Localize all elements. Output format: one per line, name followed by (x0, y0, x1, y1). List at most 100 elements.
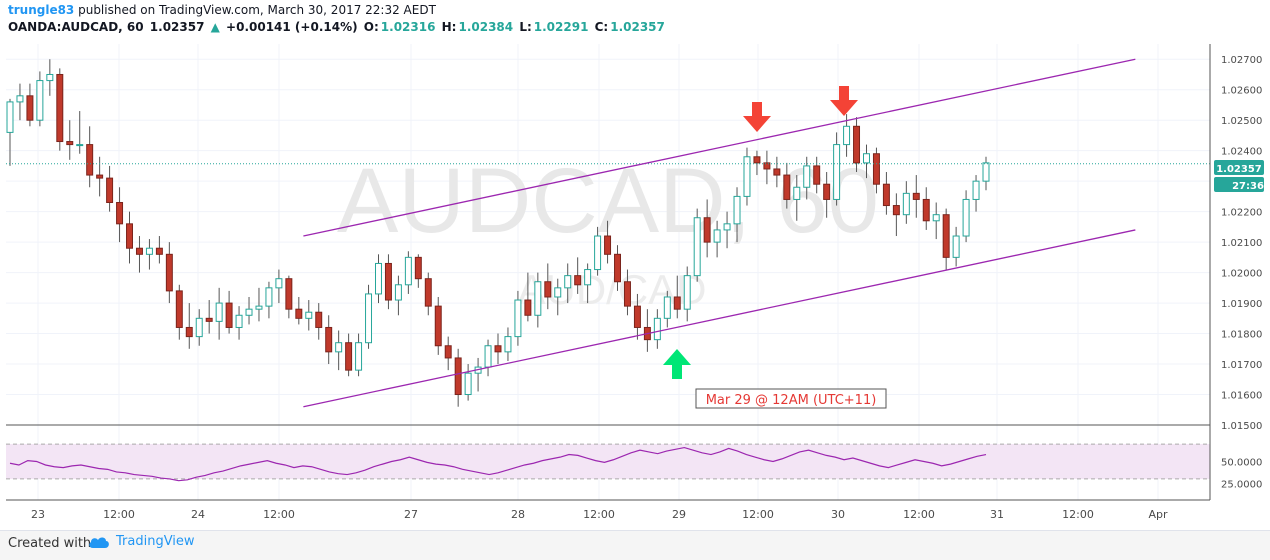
candle (623, 269, 631, 316)
candle (414, 254, 422, 288)
candle (574, 257, 582, 294)
x-tick-label: 28 (511, 508, 525, 521)
candle-down-body (753, 156, 761, 164)
candle (175, 284, 183, 340)
candle (972, 175, 980, 212)
candle (295, 296, 303, 325)
candle-up-body (404, 256, 412, 286)
candle-down-body (633, 305, 641, 328)
candle (434, 296, 442, 355)
candle (384, 254, 392, 310)
candle (912, 175, 920, 218)
candle-up-body (554, 287, 562, 298)
candle (56, 68, 64, 151)
candle-up-body (16, 95, 24, 103)
candle (803, 156, 811, 200)
candle-up-body (46, 73, 54, 82)
candle-up-body (484, 345, 492, 368)
candle-down-body (106, 177, 114, 203)
candle-up-body (723, 223, 731, 231)
candle (633, 293, 641, 340)
low-label: L: (519, 20, 532, 34)
candle (404, 251, 412, 294)
candle (733, 187, 741, 243)
date-annotation[interactable]: Mar 29 @ 12AM (UTC+11) (695, 388, 887, 409)
date-annotation-text: Mar 29 @ 12AM (UTC+11) (706, 393, 877, 408)
y-tick-label: 1.01900 (1221, 299, 1262, 310)
last-price: 1.02357 (149, 20, 205, 34)
bar-countdown-badge: 27:36 (1214, 177, 1264, 192)
candle (394, 275, 402, 316)
y-tick-label: 1.01500 (1221, 421, 1262, 432)
price-channel[interactable] (303, 58, 1136, 408)
candle-up-body (803, 165, 811, 188)
candle (106, 165, 114, 212)
candle-down-body (96, 174, 104, 179)
candle (773, 156, 781, 188)
candle-up-body (365, 293, 373, 344)
candle (673, 275, 681, 319)
candle-down-body (175, 290, 183, 328)
rsi-series (9, 446, 987, 482)
green-up-arrow-icon (663, 349, 691, 379)
candle-down-body (773, 168, 781, 176)
candle-up-body (534, 281, 542, 316)
candle-up-body (36, 80, 44, 121)
candle (753, 150, 761, 176)
y-tick-label: 1.02000 (1221, 269, 1262, 280)
candle (225, 290, 233, 334)
candle-down-body (414, 256, 422, 280)
candle (952, 226, 960, 267)
candle-up-body (683, 275, 691, 310)
candle-up-body (793, 186, 801, 200)
candle-down-body (285, 278, 293, 310)
candle-up-body (743, 156, 751, 197)
candle-down-body (135, 247, 143, 255)
candle-down-body (295, 308, 303, 319)
candle (235, 306, 243, 340)
tradingview-link[interactable]: TradingView (88, 534, 195, 549)
candle (942, 208, 950, 270)
last-price-badge-text: 1.02357 (1216, 164, 1262, 175)
candle (564, 263, 572, 304)
candle (793, 175, 801, 221)
candle-down-body (574, 275, 582, 286)
candle-up-body (982, 162, 990, 182)
candle (763, 150, 771, 185)
candle (46, 59, 54, 96)
candle-down-body (912, 192, 920, 200)
candle (345, 333, 353, 377)
candle (375, 254, 382, 304)
candle (554, 278, 562, 316)
author-link[interactable]: trungle83 (8, 3, 75, 17)
candle (594, 226, 602, 276)
candle-down-body (454, 357, 462, 396)
candle-up-body (713, 229, 721, 243)
candle-down-body (604, 235, 612, 255)
candle-up-body (584, 269, 592, 286)
channel-upper-line (303, 58, 1136, 237)
candle (96, 156, 104, 197)
x-tick-label: 12:00 (903, 508, 935, 521)
candle (76, 111, 84, 154)
candle (663, 290, 671, 328)
candle-down-body (185, 326, 193, 338)
candle (783, 162, 791, 209)
x-tick-label: 30 (831, 508, 845, 521)
candle-down-body (225, 302, 233, 328)
x-tick-label: 12:00 (742, 508, 774, 521)
candle (36, 71, 44, 127)
candle (902, 181, 910, 224)
candle-up-body (843, 125, 851, 146)
candle-up-body (464, 372, 472, 396)
symbol-label[interactable]: OANDA:AUDCAD, 60 (8, 20, 144, 34)
candle-up-body (195, 317, 203, 338)
candle-down-body (942, 214, 950, 258)
x-tick-label: 24 (191, 508, 205, 521)
y-tick-label: 1.02200 (1221, 208, 1262, 219)
candle-down-body (544, 281, 552, 298)
candle-down-body (813, 165, 821, 185)
candle (932, 202, 940, 240)
y-tick-label: 1.01700 (1221, 360, 1262, 371)
